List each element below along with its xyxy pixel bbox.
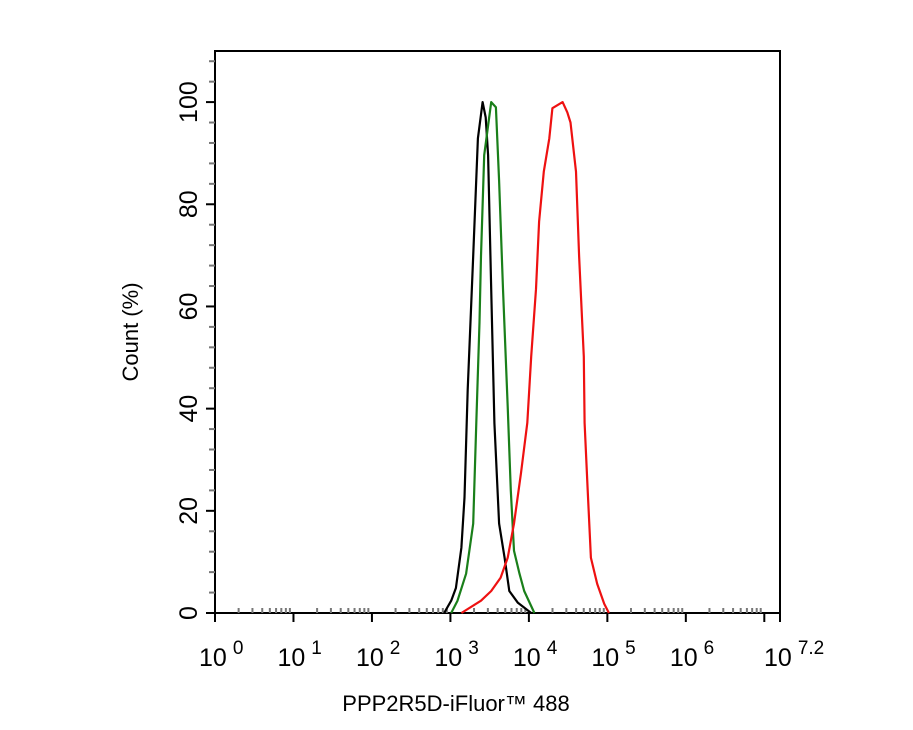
y-tick-label: 20 <box>175 497 203 525</box>
x-tick-exponent: 3 <box>468 638 479 659</box>
y-tick-label: 100 <box>175 81 203 123</box>
y-tick-label: 40 <box>175 395 203 423</box>
x-tick-base: 10 <box>591 644 619 672</box>
x-tick-exponent: 1 <box>311 638 322 659</box>
y-axis-title: Count (%) <box>118 282 143 381</box>
histogram-series-1 <box>450 100 536 614</box>
x-tick-base: 10 <box>277 644 305 672</box>
x-tick-label: 10 5 <box>591 638 635 672</box>
x-tick-label: 10 6 <box>670 638 714 672</box>
x-tick-base: 10 <box>434 644 462 672</box>
x-tick-labels: 10 0 10 1 10 2 10 3 10 4 10 5 10 6 10 7.2 <box>199 638 824 672</box>
y-tick-labels: 0 20 40 60 80 100 <box>175 81 203 620</box>
x-axis-title: PPP2R5D-iFluor™ 488 <box>342 691 569 716</box>
x-tick-label: 10 4 <box>513 638 558 672</box>
x-tick-exponent: 6 <box>704 638 715 659</box>
x-tick-base: 10 <box>356 644 384 672</box>
axes <box>206 50 781 622</box>
x-tick-exponent: 7.2 <box>798 638 824 659</box>
y-tick-label: 80 <box>175 190 203 218</box>
x-tick-label: 10 3 <box>434 638 478 672</box>
x-tick-exponent: 2 <box>390 638 401 659</box>
histogram-series-0 <box>443 100 532 614</box>
histogram-series-2 <box>460 100 610 614</box>
series-group <box>443 100 610 614</box>
x-tick-label: 10 0 <box>199 638 243 672</box>
y-tick-label: 0 <box>175 606 203 620</box>
x-tick-base: 10 <box>513 644 541 672</box>
y-tick-label: 60 <box>175 293 203 321</box>
x-tick-label: 10 7.2 <box>764 638 824 672</box>
x-tick-base: 10 <box>199 644 227 672</box>
x-tick-label: 10 1 <box>277 638 321 672</box>
x-tick-label: 10 2 <box>356 638 400 672</box>
x-tick-base: 10 <box>670 644 698 672</box>
x-tick-base: 10 <box>764 644 792 672</box>
x-tick-exponent: 4 <box>547 638 558 659</box>
x-tick-exponent: 0 <box>233 638 244 659</box>
x-tick-exponent: 5 <box>625 638 636 659</box>
